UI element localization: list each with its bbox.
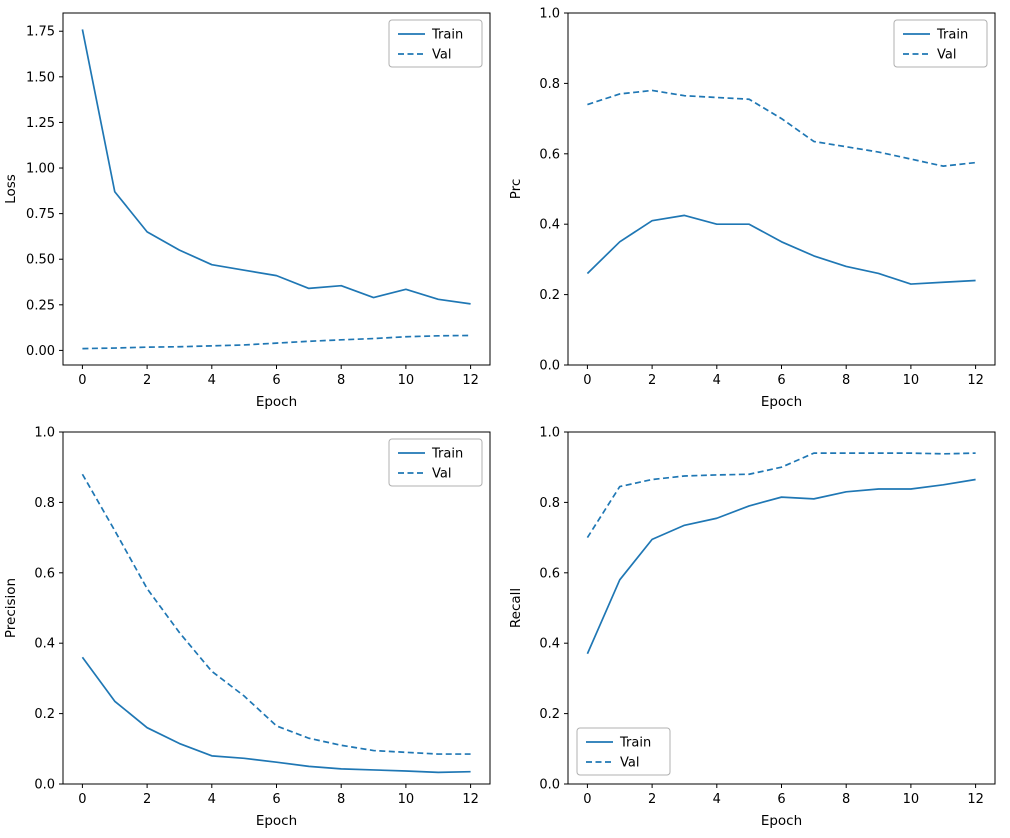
series-line-val <box>587 89 976 167</box>
x-tick-label: 8 <box>842 792 850 807</box>
x-tick-label: 6 <box>777 373 785 388</box>
x-tick-label: 0 <box>583 373 591 388</box>
y-tick-label: 0.50 <box>26 253 55 268</box>
x-tick-label: 0 <box>583 792 591 807</box>
x-tick-label: 2 <box>143 373 151 388</box>
x-tick-label: 2 <box>648 792 656 807</box>
x-tick-label: 8 <box>842 373 850 388</box>
y-axis-label: Precision <box>3 578 19 638</box>
y-axis-label: Loss <box>3 174 19 204</box>
x-tick-label: 8 <box>337 373 345 388</box>
legend-label-train: Train <box>936 28 968 43</box>
legend-label-val: Val <box>620 756 639 771</box>
x-tick-label: 12 <box>462 792 479 807</box>
x-tick-label: 10 <box>398 792 415 807</box>
x-tick-label: 4 <box>713 792 721 807</box>
x-tick-label: 12 <box>462 373 479 388</box>
chart-precision: 0 2 4 6 8 10 12 0.0 0.2 0.4 0.6 0.8 1.0 Epoch Precisio… <box>3 426 491 829</box>
x-tick-label: 10 <box>398 373 415 388</box>
x-tick-label: 4 <box>208 373 216 388</box>
y-tick-label: 1.25 <box>26 116 55 131</box>
y-tick-label: 1.0 <box>539 426 560 441</box>
y-tick-label: 1.50 <box>26 70 55 85</box>
x-tick-label: 6 <box>272 373 280 388</box>
legend-box <box>388 19 483 68</box>
y-tick-label: 0.6 <box>34 566 55 581</box>
y-tick-label: 0.00 <box>26 344 55 359</box>
y-tick-label: 0.6 <box>539 566 560 581</box>
x-tick-label: 2 <box>648 373 656 388</box>
y-tick-label: 0.0 <box>539 359 560 374</box>
x-axis-label: Epoch <box>761 813 802 829</box>
legend-label-val: Val <box>432 467 451 482</box>
y-tick-label: 0.2 <box>34 707 55 722</box>
series-line-train <box>81 29 471 305</box>
y-tick-label: 1.0 <box>539 7 560 22</box>
legend-label-train: Train <box>619 736 651 751</box>
y-tick-label: 1.0 <box>34 426 55 441</box>
y-tick-label: 0.4 <box>539 637 560 652</box>
y-tick-label: 0.0 <box>34 778 55 793</box>
y-tick-label: 1.00 <box>26 162 55 177</box>
x-tick-label: 12 <box>967 792 984 807</box>
chart-loss: 0 2 4 6 8 10 12 0.00 0.25 0.50 0.75 1.00 1.25 1.50 1.7… <box>3 12 491 410</box>
y-tick-label: 0.2 <box>539 707 560 722</box>
y-tick-label: 0.8 <box>34 496 55 511</box>
x-tick-label: 10 <box>903 792 920 807</box>
legend-label-train: Train <box>431 447 463 462</box>
series-line-train <box>586 478 976 655</box>
series-line-val <box>82 334 471 350</box>
legend-label-val: Val <box>937 48 956 63</box>
y-tick-label: 0.2 <box>539 288 560 303</box>
legend-label-val: Val <box>432 48 451 63</box>
x-axis-label: Epoch <box>256 813 297 829</box>
x-axis-label: Epoch <box>761 394 802 410</box>
y-tick-label: 1.75 <box>26 25 55 40</box>
y-tick-label: 0.0 <box>539 778 560 793</box>
x-tick-label: 4 <box>208 792 216 807</box>
y-tick-label: 0.4 <box>34 637 55 652</box>
x-tick-label: 6 <box>777 792 785 807</box>
x-tick-label: 0 <box>78 792 86 807</box>
x-tick-label: 4 <box>713 373 721 388</box>
y-axis-label: Prc <box>508 179 524 200</box>
y-tick-label: 0.75 <box>26 207 55 222</box>
x-tick-label: 10 <box>903 373 920 388</box>
x-tick-label: 12 <box>967 373 984 388</box>
y-tick-label: 0.8 <box>539 77 560 92</box>
y-tick-label: 0.4 <box>539 218 560 233</box>
x-tick-label: 8 <box>337 792 345 807</box>
series-line-val <box>81 473 471 755</box>
y-tick-label: 0.6 <box>539 147 560 162</box>
y-axis-label: Recall <box>508 588 524 628</box>
x-tick-label: 0 <box>78 373 86 388</box>
x-tick-label: 2 <box>143 792 151 807</box>
series-line-val <box>586 452 976 539</box>
chart-recall: 0 2 4 6 8 10 12 0.0 0.2 0.4 0.6 0.8 1.0 Epoch Recall Tr… <box>508 426 996 829</box>
legend-box <box>893 19 988 68</box>
series-line-train <box>586 214 976 285</box>
y-tick-label: 0.25 <box>26 298 55 313</box>
y-tick-label: 0.8 <box>539 496 560 511</box>
legend-label-train: Train <box>431 28 463 43</box>
legend-box <box>576 727 671 776</box>
series-line-train <box>81 656 471 774</box>
legend-box <box>388 438 483 487</box>
x-tick-label: 6 <box>272 792 280 807</box>
x-axis-label: Epoch <box>256 394 297 410</box>
chart-prc: 0 2 4 6 8 10 12 0.0 0.2 0.4 0.6 0.8 1.0 Epoch Prc Train… <box>508 7 996 410</box>
